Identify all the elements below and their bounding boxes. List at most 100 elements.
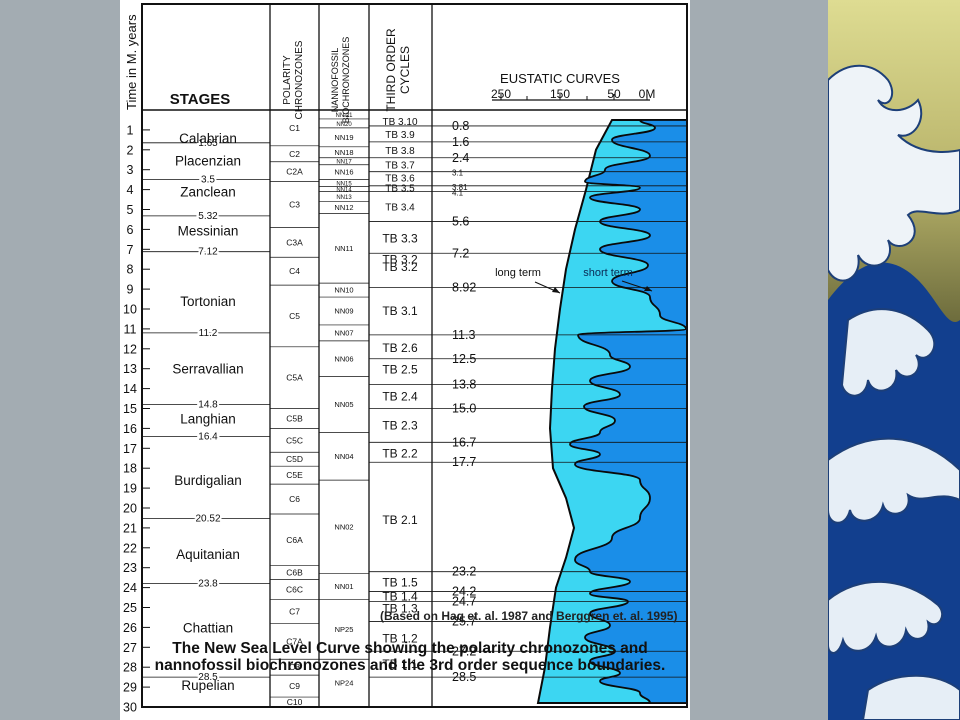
cycle-label: TB 1.5 — [382, 576, 418, 590]
polarity-zone-label: C2 — [289, 149, 300, 159]
boundary-age-label: 1.6 — [452, 135, 469, 149]
time-tick-label: 30 — [123, 701, 137, 715]
polarity-zone-label: C6A — [286, 535, 303, 545]
nanno-zone-label: NN06 — [334, 354, 353, 363]
cycle-label: TB 3.2 — [382, 252, 418, 266]
polarity-header: POLARITY — [282, 55, 293, 105]
nanno-zone-label: NN11 — [335, 244, 354, 253]
cycle-label: TB 1.1 — [382, 657, 418, 671]
time-tick-label: 27 — [123, 641, 137, 655]
boundary-age-label: 13.8 — [452, 378, 476, 392]
boundary-age-label: 7.2 — [452, 246, 469, 260]
boundary-age-label: 8.92 — [452, 281, 476, 295]
stage-boundary-label: 23.8 — [198, 579, 218, 590]
time-tick-label: 17 — [123, 442, 137, 456]
boundary-age-label: 0.8 — [452, 119, 469, 133]
polarity-zone-label: C5A — [286, 373, 303, 383]
cycle-label: TB 2.6 — [382, 341, 418, 355]
nanno-zone-label: NN15 — [336, 182, 352, 188]
polarity-zone-label: C5C — [286, 435, 303, 445]
stage-boundary-label: 28.5 — [198, 672, 218, 683]
caption-line-1: The New Sea Level Curve showing the pola… — [172, 640, 648, 657]
polarity-zone-label: C7A — [286, 636, 303, 646]
nanno-zone-label: NN19 — [334, 133, 353, 142]
cycles-header-2: CYCLES — [398, 46, 412, 94]
stage-boundary-label: 5.32 — [198, 211, 218, 222]
cycle-label: TB 3.9 — [385, 130, 415, 141]
time-tick-label: 7 — [127, 243, 134, 257]
stage-boundary-label: 11.2 — [199, 328, 218, 339]
time-tick-label: 6 — [127, 223, 134, 237]
cycle-label: TB 3.2 — [382, 260, 418, 274]
nanno-zone-label: NP25 — [335, 625, 354, 634]
source-note: (Based on Haq et. al. 1987 and Berggren … — [380, 609, 678, 623]
time-tick-label: 19 — [123, 482, 137, 496]
nanno-zone-label: NN 21 — [335, 113, 353, 119]
cycle-label: TB 2.3 — [382, 418, 418, 432]
time-tick-label: 26 — [123, 621, 137, 635]
time-tick-label: 14 — [123, 382, 137, 396]
wave-crest — [828, 64, 960, 282]
polarity-zone-label: C5D — [286, 454, 303, 464]
time-tick-label: 12 — [123, 342, 137, 356]
nanno-zone-label: NN09 — [334, 306, 353, 315]
nanno-zone-label: NN13 — [336, 195, 352, 201]
polarity-zone-label: C10 — [287, 697, 303, 707]
stage-boundary-label: 3.5 — [201, 175, 215, 186]
nanno-zone-label: NN10 — [334, 286, 353, 295]
cycle-label: TB 3.5 — [385, 184, 415, 195]
eustatic-header: EUSTATIC CURVES — [500, 71, 620, 86]
wave-decoration — [828, 0, 960, 720]
cycle-label: TB 2.5 — [382, 363, 418, 377]
boundary-age-label: 3.81 — [452, 183, 468, 192]
time-tick-label: 15 — [123, 402, 137, 416]
polarity-header-2: CHRONOZONES — [294, 40, 305, 119]
time-tick-label: 18 — [123, 462, 137, 476]
time-tick-label: 29 — [123, 681, 137, 695]
time-tick-label: 13 — [123, 362, 137, 376]
boundary-age-label: 27.2 — [452, 644, 476, 658]
polarity-zone-label: C5B — [286, 413, 303, 423]
polarity-zone-label: C6C — [286, 585, 303, 595]
polarity-zone-label: C8 — [289, 662, 300, 672]
cycle-label: TB 2.1 — [382, 513, 418, 527]
boundary-age-label: 28.5 — [452, 670, 476, 684]
cycle-label: TB 3.4 — [385, 203, 415, 214]
boundary-age-label: 11.3 — [452, 328, 475, 342]
stage-boundary-label: 7.12 — [198, 247, 218, 258]
boundary-age-label: 3.1 — [452, 169, 464, 178]
boundary-age-label: 23.2 — [452, 565, 476, 579]
stage-name: Zanclean — [180, 185, 236, 200]
time-tick-label: 16 — [123, 422, 137, 436]
cycle-label: TB 3.6 — [385, 174, 415, 185]
time-tick-label: 23 — [123, 561, 137, 575]
caption-line-2: nannofossil biochronozones and the 3rd o… — [154, 657, 666, 674]
cycle-label: TB 3.10 — [382, 117, 417, 128]
polarity-zone-label: C5 — [289, 311, 300, 321]
stage-boundary-label: 16.4 — [198, 431, 218, 442]
time-tick-label: 25 — [123, 601, 137, 615]
time-tick-label: 20 — [123, 502, 137, 516]
nanno-zone-label: NN07 — [334, 328, 353, 337]
polarity-zone-label: C2A — [286, 167, 303, 177]
time-tick-label: 9 — [127, 283, 134, 297]
nanno-zone-label: NN05 — [334, 400, 353, 409]
stage-name: Aquitanian — [176, 547, 240, 562]
nanno-zone-label: NP24 — [335, 679, 354, 688]
nanno-header: NANNOFOSSIL — [330, 48, 340, 113]
short-term-area — [569, 119, 688, 704]
time-tick-label: 10 — [123, 303, 137, 317]
nanno-zone-label: NN14 — [336, 188, 352, 194]
time-tick-label: 24 — [123, 581, 137, 595]
stage-boundary-label: 14.8 — [198, 400, 218, 411]
cycle-label: TB 1.2 — [382, 631, 418, 645]
cycle-label: TB 3.3 — [382, 231, 418, 245]
polarity-zone-label: C4 — [289, 266, 300, 276]
short-term-arrowhead — [644, 286, 652, 291]
cycle-label: TB 3.8 — [385, 146, 415, 157]
nanno-zone-label: NN16 — [334, 168, 353, 177]
cycle-label: TB 2.2 — [382, 446, 418, 460]
boundary-age-label: 24.7 — [452, 595, 476, 609]
time-tick-label: 21 — [123, 521, 137, 535]
